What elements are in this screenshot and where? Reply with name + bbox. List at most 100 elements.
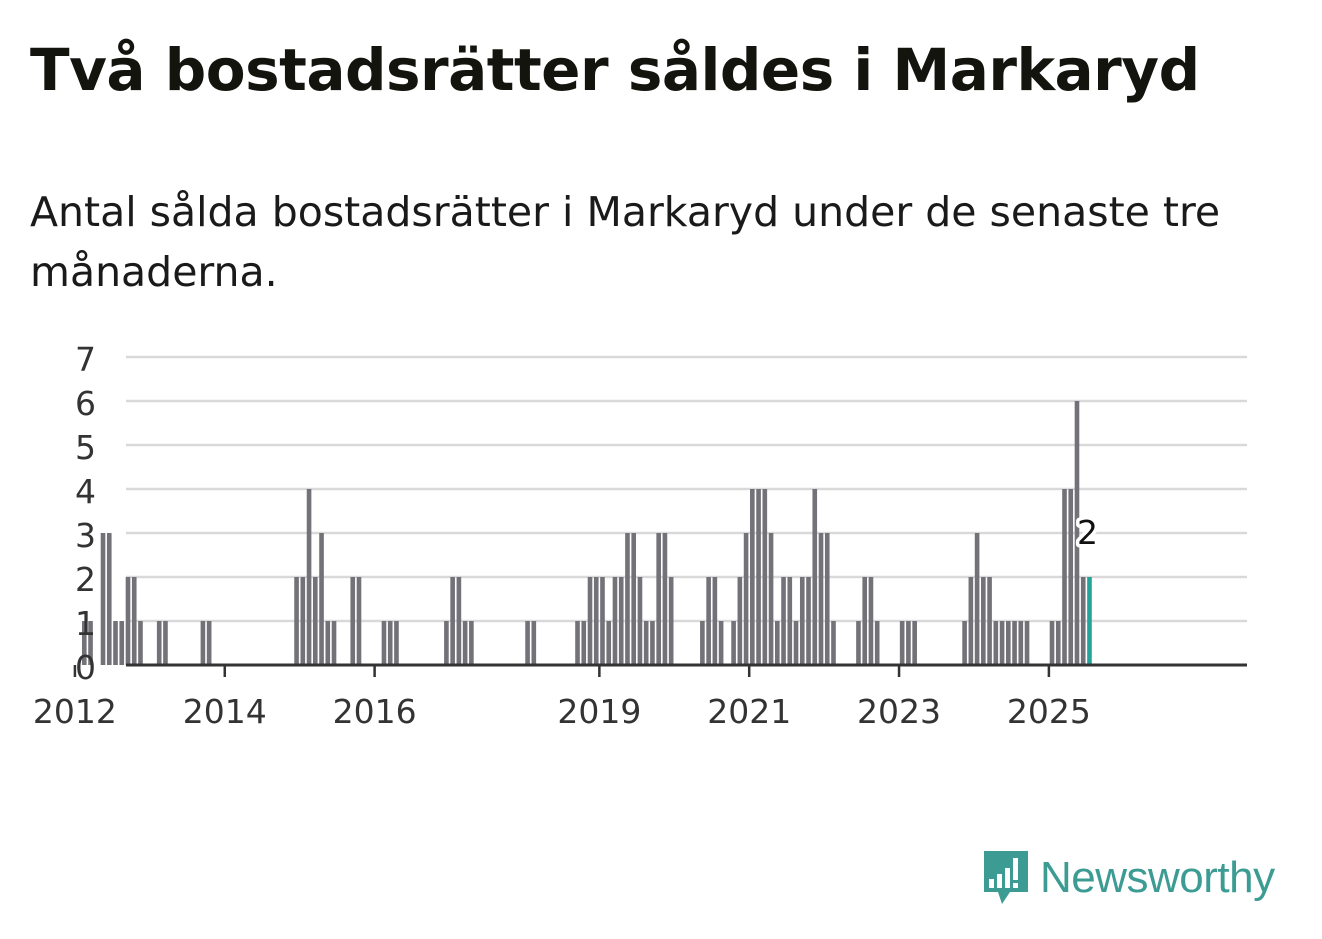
bar (999, 621, 1005, 665)
bar (88, 621, 93, 665)
bar (387, 621, 393, 665)
bar (319, 533, 324, 665)
bar (1055, 621, 1061, 665)
bar (300, 577, 306, 665)
bar (1049, 621, 1055, 665)
bar (119, 621, 125, 665)
x-tick-label: 2025 (1007, 692, 1091, 731)
bar (781, 577, 786, 665)
bar (356, 577, 362, 665)
y-tick-label: 6 (75, 384, 96, 423)
bar (394, 621, 399, 665)
bar (100, 533, 106, 665)
bar (912, 621, 917, 665)
bar (762, 489, 768, 665)
bar (712, 577, 718, 665)
bar (581, 621, 587, 665)
bar (987, 577, 992, 665)
bar (531, 621, 537, 665)
bar (874, 621, 880, 665)
y-axis: 0 1 2 3 4 5 6 7 (75, 340, 96, 687)
bar (812, 489, 818, 665)
bar (750, 489, 755, 665)
newsworthy-logo-icon (984, 851, 1028, 904)
y-tick-label: 5 (75, 428, 96, 467)
bar (331, 621, 337, 665)
bar (756, 489, 761, 665)
bar (1062, 489, 1067, 665)
bar (125, 577, 131, 665)
bar (163, 621, 168, 665)
bar (962, 621, 967, 665)
bar (856, 621, 861, 665)
y-tick-label: 7 (75, 340, 96, 379)
bar (1005, 621, 1011, 665)
bar (618, 577, 624, 665)
y-tick-label: 1 (75, 604, 96, 643)
bar (656, 533, 661, 665)
bar (974, 533, 980, 665)
bar (768, 533, 774, 665)
bar (700, 621, 705, 665)
bar (1024, 621, 1030, 665)
bar (650, 621, 655, 665)
bar (612, 577, 618, 665)
x-tick-label: 2021 (707, 692, 791, 731)
x-axis: 2012 2014 2016 2019 2021 2023 2025 (33, 665, 1091, 731)
x-tick-label: 2023 (857, 692, 941, 731)
bar (737, 577, 743, 665)
bar (138, 621, 143, 665)
y-tick-label: 4 (75, 472, 96, 511)
bar (1018, 621, 1024, 665)
bar (1074, 401, 1080, 665)
bar (706, 577, 711, 665)
bar (156, 621, 162, 665)
bar-chart: 2012 2014 2016 2019 2021 2023 2025 0 1 2 3 4 5 6 7 2 (33, 340, 1247, 731)
bar (899, 621, 905, 665)
bar (806, 577, 811, 665)
bar (462, 621, 468, 665)
bar (731, 621, 736, 665)
bar (625, 533, 630, 665)
bar (1087, 577, 1092, 665)
x-tick-label: 2012 (33, 692, 117, 731)
x-tick-label: 2019 (557, 692, 641, 731)
bar (350, 577, 356, 665)
x-tick-label: 2016 (333, 692, 417, 731)
bar (668, 577, 674, 665)
bar (113, 621, 118, 665)
bar (131, 577, 137, 665)
bar (981, 577, 986, 665)
bar (106, 533, 112, 665)
bar (637, 577, 643, 665)
bar (575, 621, 580, 665)
bar (1012, 621, 1017, 665)
newsworthy-logo: Newsworthy (980, 848, 1275, 908)
grid-lines (126, 355, 1247, 623)
data-labels: 2 (1073, 510, 1101, 556)
x-tick-label: 2014 (183, 692, 267, 731)
y-tick-label: 3 (75, 516, 96, 555)
bar (325, 621, 331, 665)
bar (294, 577, 299, 665)
bar (993, 621, 999, 665)
bar (862, 577, 868, 665)
bar (799, 577, 805, 665)
bar (906, 621, 911, 665)
bar (606, 621, 612, 665)
bar (381, 621, 387, 665)
bar (593, 577, 599, 665)
bar (444, 621, 449, 665)
bar (831, 621, 836, 665)
bar (968, 577, 974, 665)
y-tick-label: 0 (75, 648, 96, 687)
chart-title: Två bostadsrätter såldes i Markaryd (30, 36, 1200, 104)
bar (1080, 577, 1086, 665)
y-tick-label: 2 (75, 560, 96, 599)
bar (306, 489, 312, 665)
bar (662, 533, 668, 665)
chart-subtitle: Antal sålda bostadsrätter i Markaryd und… (30, 188, 1221, 296)
bar (643, 621, 649, 665)
bar (206, 621, 212, 665)
bar (587, 577, 593, 665)
